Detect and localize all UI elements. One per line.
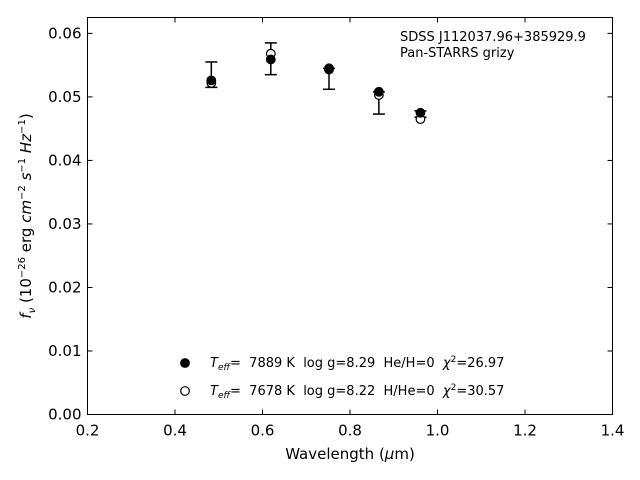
legend-1-logg: 8.29: [346, 356, 375, 371]
legend-2-teff: 7678: [249, 384, 282, 399]
error-bars: [205, 42, 427, 118]
y-tick-label: 0.03: [48, 215, 81, 233]
annotation-line-1: SDSS J112037.96+385929.9: [400, 30, 586, 45]
model-point-filled: [373, 86, 384, 97]
legend-1-chi2: 26.97: [467, 356, 504, 371]
y-tick-label: 0.02: [48, 278, 81, 296]
legend-entry-2: Teff= 7678 K log g=8.22 H/He=0 χ2=30.57: [210, 383, 504, 401]
y-tick-label: 0.00: [48, 406, 81, 424]
y-tick-label: 0.05: [48, 88, 81, 106]
model-point-filled: [415, 107, 426, 118]
legend-2-logg: 8.22: [346, 384, 375, 399]
x-tick-label: 0.4: [163, 422, 187, 440]
x-tick-label: 0.8: [338, 422, 362, 440]
legend-1-teff: 7889: [249, 356, 282, 371]
legend-marker-open: [180, 386, 190, 396]
data-points: [206, 48, 426, 125]
x-tick-label: 1.0: [426, 422, 450, 440]
x-tick-label: 0.2: [76, 422, 100, 440]
x-axis-label: Wavelength (μm): [285, 445, 415, 463]
annotation-line-2: Pan-STARRS grizy: [400, 46, 515, 61]
object-annotation: SDSS J112037.96+385929.9 Pan-STARRS griz…: [400, 30, 586, 61]
x-tick-label: 1.2: [513, 422, 537, 440]
model-point-filled: [265, 54, 276, 65]
x-tick-label: 1.4: [601, 422, 625, 440]
legend: Teff= 7889 K log g=8.29 He/H=0 χ2=26.97 …: [180, 355, 504, 401]
legend-2-comp: H/He=0: [384, 384, 435, 399]
y-tick-label: 0.04: [48, 151, 81, 169]
y-tick-label: 0.06: [48, 24, 81, 42]
y-tick-label: 0.01: [48, 342, 81, 360]
plot-frame: [87, 17, 613, 415]
y-axis-label: fν (10−26 erg cm−2 s−1 Hz−1): [17, 113, 38, 318]
model-point-filled: [206, 75, 217, 86]
legend-entry-1: Teff= 7889 K log g=8.29 He/H=0 χ2=26.97: [210, 355, 504, 373]
model-point-filled: [324, 64, 334, 75]
legend-marker-filled: [180, 358, 190, 368]
legend-1-comp: He/H=0: [384, 356, 435, 371]
legend-2-chi2: 30.57: [467, 384, 504, 399]
x-tick-label: 0.6: [251, 422, 275, 440]
axis-ticks: 0.2 0.4 0.6 0.8 1.0 1.2 1.4 0.00 0.01 0.02 0.03 0.0…: [48, 17, 625, 440]
